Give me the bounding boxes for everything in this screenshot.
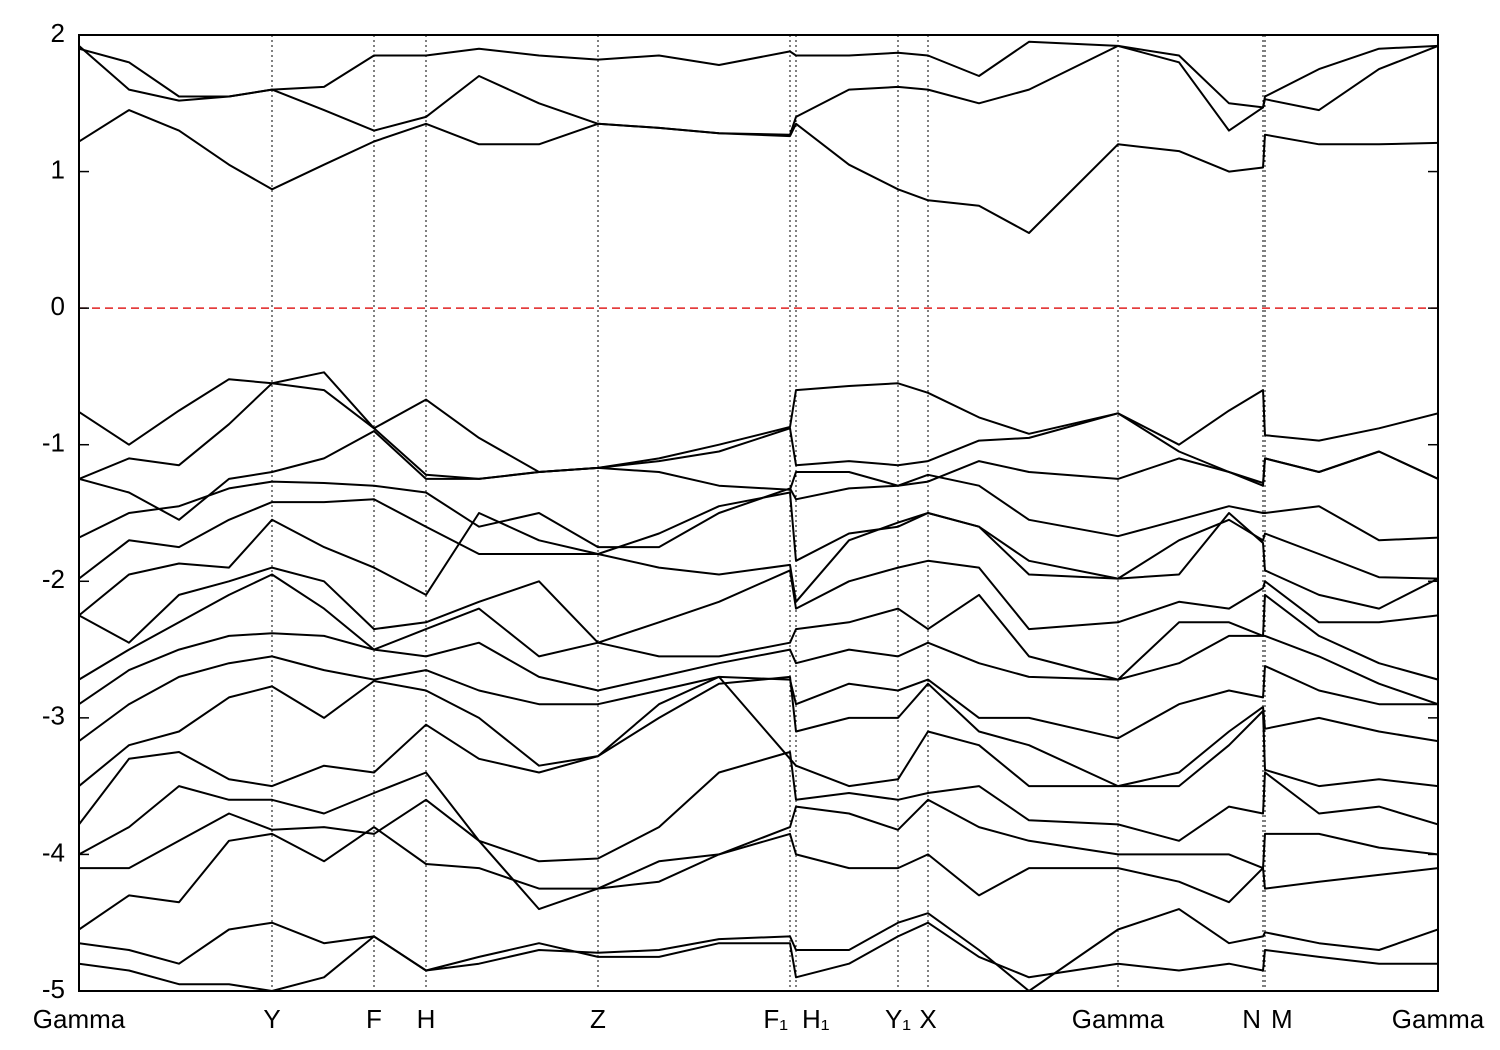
plot-frame [78, 34, 1439, 992]
band-line [79, 109, 1438, 234]
x-tick-label: F₁ [763, 1004, 788, 1034]
band-line [79, 491, 1438, 580]
x-tick-label: N [1242, 1004, 1261, 1034]
band-line [79, 371, 1438, 480]
band-line [79, 751, 1438, 863]
x-tick-label: Y₁ [885, 1004, 911, 1034]
band-line [79, 473, 1438, 549]
y-tick-label: 2 [51, 18, 65, 48]
x-tick-label: Gamma [1392, 1004, 1485, 1034]
y-tick-label: -5 [42, 974, 65, 1004]
band-line [79, 798, 1438, 911]
y-tick-label: 0 [51, 291, 65, 321]
x-tick-label: Z [590, 1004, 606, 1034]
y-tick-label: -4 [42, 837, 65, 867]
band-line [79, 908, 1438, 991]
x-tick-label: H [417, 1004, 436, 1034]
band-line [79, 655, 1438, 742]
band-line [79, 675, 1438, 788]
x-tick-label: X [919, 1004, 936, 1034]
y-tick-label: -3 [42, 701, 65, 731]
band-line [79, 512, 1438, 617]
band-line [79, 921, 1438, 991]
band-line [79, 40, 1438, 109]
x-tick-label: Gamma [33, 1004, 126, 1034]
x-tick-label: M [1271, 1004, 1293, 1034]
x-tick-label: Gamma [1072, 1004, 1165, 1034]
x-tick-label: Y [263, 1004, 280, 1034]
band-line [79, 44, 1438, 136]
band-line [79, 430, 1438, 521]
band-line [79, 632, 1438, 706]
y-tick-label: -2 [42, 564, 65, 594]
band-line [79, 573, 1438, 681]
x-tick-label: F [366, 1004, 382, 1034]
band-line [79, 826, 1438, 931]
band-line [79, 382, 1438, 484]
x-tick-label: H₁ [802, 1004, 830, 1034]
plot-area [79, 35, 1438, 991]
band-line [79, 559, 1438, 644]
y-tick-label: -1 [42, 428, 65, 458]
y-tick-label: 1 [51, 154, 65, 184]
band-line [79, 675, 1438, 826]
